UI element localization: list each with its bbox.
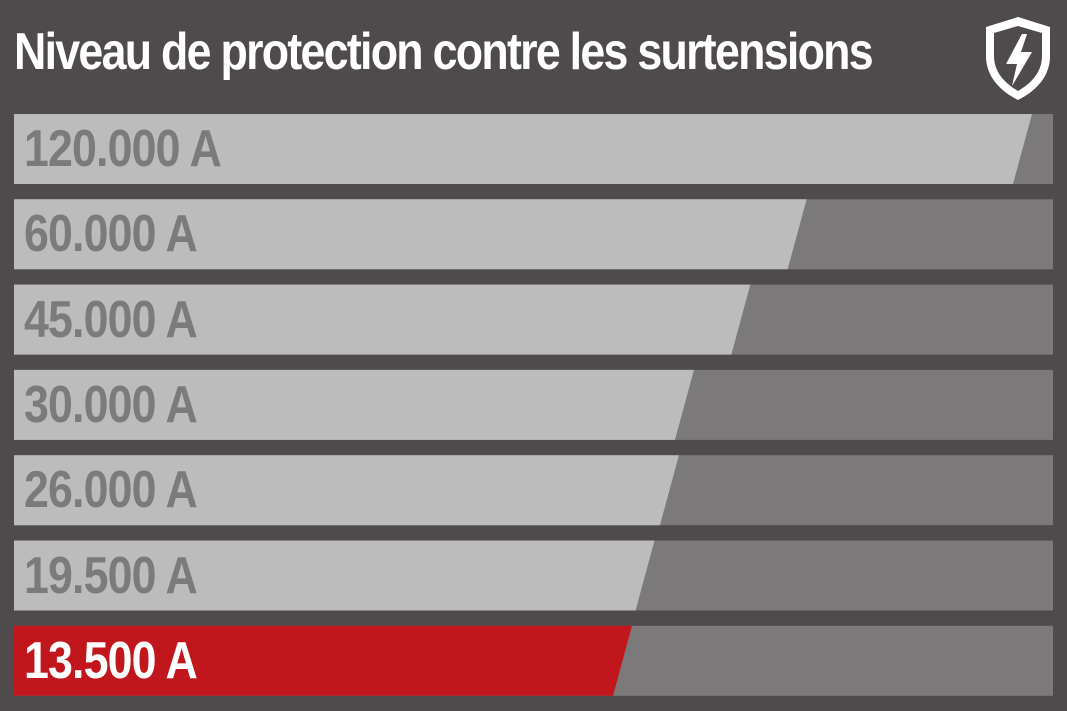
bar-label: 30.000 A <box>24 375 198 434</box>
bar-label: 120.000 A <box>24 120 222 178</box>
chart-title: Niveau de protection contre les surtensi… <box>14 23 874 81</box>
bar-label: 60.000 A <box>24 205 198 264</box>
bar-label: 13.500 A <box>24 631 198 690</box>
header: Niveau de protection contre les surtensi… <box>0 0 1067 110</box>
shield-lightning-icon <box>986 17 1050 100</box>
bar <box>14 455 679 526</box>
bar <box>14 540 655 611</box>
bar <box>14 369 694 440</box>
bar <box>14 199 807 270</box>
bar-label: 45.000 A <box>24 290 198 349</box>
bar-highlighted <box>14 625 632 696</box>
bar <box>14 284 751 355</box>
bar-label: 19.500 A <box>24 546 198 605</box>
bar <box>14 114 1032 184</box>
bar-label: 26.000 A <box>24 461 198 520</box>
